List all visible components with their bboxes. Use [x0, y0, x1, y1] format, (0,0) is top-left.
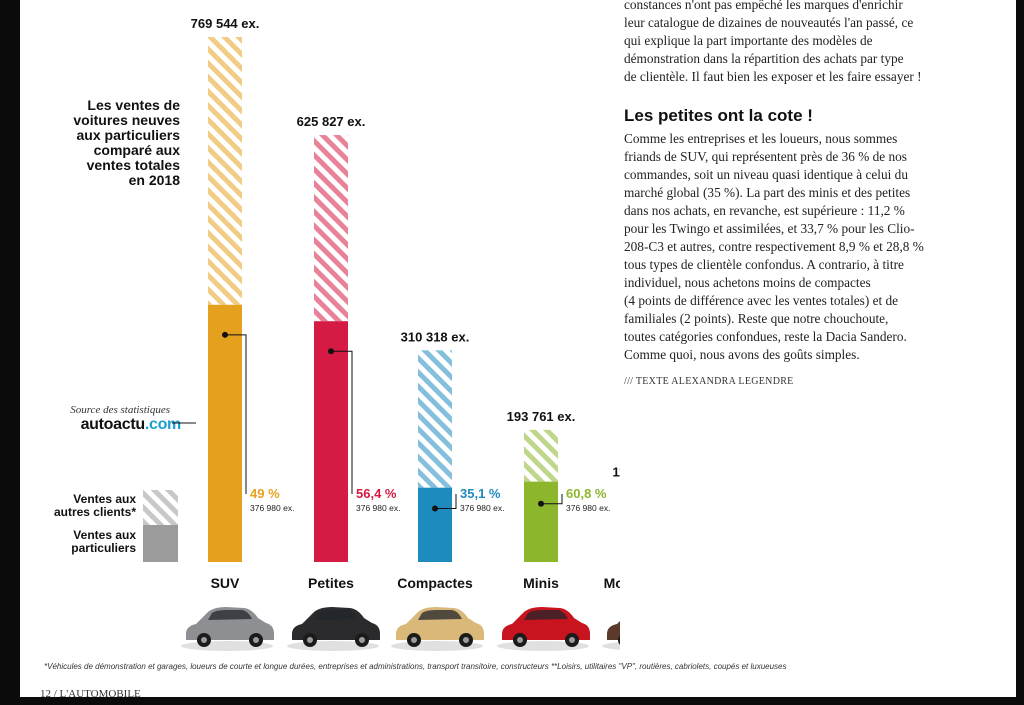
- source-label: Source des statistiques: [70, 404, 170, 416]
- car-illustration-suv: [181, 607, 274, 651]
- legend-swatch-private: [143, 525, 178, 562]
- car-illustration-minis: [497, 607, 590, 651]
- sub-label-suv: 376 980 ex.: [250, 503, 294, 513]
- connector-line-suv: [225, 334, 247, 494]
- total-label-minis: 193 761 ex.: [507, 409, 576, 424]
- source-brand-tld: .com: [144, 416, 181, 433]
- bar-upper-compactes: [418, 350, 452, 488]
- total-label-monospaces: 111 933 ex.: [612, 465, 620, 480]
- bar-lower-minis: [524, 481, 558, 562]
- legend-swatch-other-clients: [143, 490, 178, 525]
- car-illustration-petites: [287, 607, 380, 651]
- bar-upper-minis: [524, 429, 558, 482]
- category-label-suv: SUV: [211, 575, 240, 591]
- sub-label-petites: 376 980 ex.: [356, 503, 400, 513]
- category-label-petites: Petites: [308, 575, 354, 591]
- total-label-suv: 769 544 ex.: [191, 16, 260, 31]
- article-credit: /// TEXTE ALEXANDRA LEGENDRE: [624, 376, 794, 387]
- percent-label-suv: 49 %: [250, 486, 280, 501]
- bar-lower-petites: [314, 321, 348, 562]
- bar-lower-compactes: [418, 487, 452, 562]
- legend-label-private: Ventes aux particuliers: [71, 528, 136, 555]
- connector-line-minis: [541, 494, 563, 505]
- category-label-compactes: Compactes: [397, 575, 473, 591]
- percent-label-minis: 60,8 %: [566, 486, 607, 501]
- source-brand-main: autoactu: [80, 416, 146, 433]
- category-label-minis: Minis: [523, 575, 559, 591]
- bar-lower-suv: [208, 304, 242, 562]
- footnote: *Véhicules de démonstration et garages, …: [44, 662, 787, 671]
- page-footer: 12 / L'AUTOMOBILE: [40, 688, 141, 700]
- bar-chart: 769 544 ex. 49 % 376 980 ex. SUV 625 827 ex.…: [143, 16, 620, 651]
- sub-label-minis: 376 980 ex.: [566, 503, 610, 513]
- percent-label-petites: 56,4 %: [356, 486, 397, 501]
- bar-upper-petites: [314, 135, 348, 322]
- total-label-compactes: 310 318 ex.: [401, 329, 470, 344]
- article-body: Comme les entreprises et les loueurs, no…: [624, 131, 924, 362]
- bar-upper-suv: [208, 37, 242, 305]
- legend-label-other-clients: Ventes aux autres clients*: [53, 492, 136, 519]
- total-label-petites: 625 827 ex.: [297, 114, 366, 129]
- car-illustration-compactes: [391, 607, 484, 651]
- article-intro: constances n'ont pas empêché les marques…: [624, 0, 922, 84]
- connector-line-compactes: [435, 494, 457, 510]
- category-label-monospaces: Monospaces: [604, 575, 620, 591]
- bottom-page-edge: [0, 697, 1024, 705]
- chart-title: Les ventes de voitures neuves aux partic…: [73, 97, 180, 188]
- car-illustration-monospaces: [602, 621, 620, 650]
- connector-line-petites: [331, 350, 353, 494]
- left-page-edge: [0, 0, 20, 705]
- right-page-edge: [1016, 0, 1024, 705]
- article-heading: Les petites ont la cote !: [624, 106, 813, 125]
- percent-label-compactes: 35,1 %: [460, 486, 501, 501]
- source-brand-logo: autoactu.com: [40, 416, 182, 434]
- sub-label-compactes: 376 980 ex.: [460, 503, 504, 513]
